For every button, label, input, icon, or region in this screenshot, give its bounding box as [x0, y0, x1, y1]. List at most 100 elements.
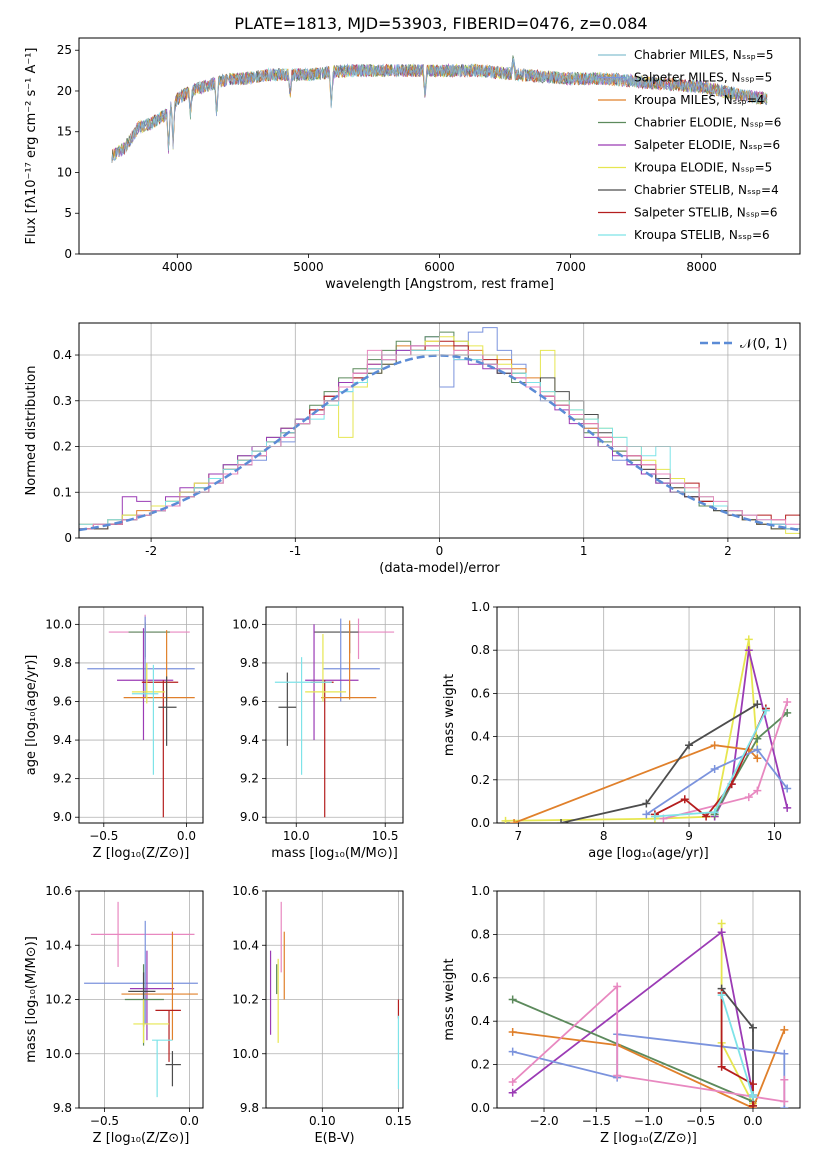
- massweight-vs-age-xtick-label: 7: [515, 829, 523, 843]
- age-vs-mass-xtick-label: 10.5: [372, 829, 399, 843]
- massweight-vs-age-series: [501, 635, 792, 823]
- spectrum-lines: [111, 55, 768, 163]
- spectrum-xtick-label: 8000: [686, 260, 717, 274]
- massweight-vs-Z-point-marker: [780, 1075, 789, 1084]
- mass-vs-Z-xtick-label: 0.0: [180, 1114, 199, 1128]
- massweight-vs-Z-series: [508, 919, 789, 1108]
- spectrum-xlabel: wavelength [Angstrom, rest frame]: [325, 277, 554, 292]
- age-vs-Z-ytick-label: 9.4: [53, 733, 72, 747]
- massweight-vs-age-point-marker: [510, 819, 519, 823]
- age-vs-Z-ylabel: age [log₁₀(age/yr)]: [24, 655, 39, 776]
- age-vs-Z-ytick-label: 9.8: [53, 656, 72, 670]
- spectrum-ytick-label: 0: [64, 247, 72, 261]
- mass-vs-Z-ytick-label: 10.2: [45, 993, 72, 1007]
- massweight-vs-age-point-marker: [783, 784, 792, 793]
- mass-vs-EBV-xtick-label: 0.15: [385, 1114, 412, 1128]
- residuals-xtick-label: 1: [580, 544, 588, 558]
- legend-entry: Salpeter ELODIE, Nₛₛₚ=6: [634, 138, 780, 152]
- massweight-vs-age-ytick-label: 0.0: [471, 816, 490, 830]
- massweight-vs-Z-point-marker: [508, 1047, 517, 1056]
- mass-vs-Z-ytick-label: 10.0: [45, 1047, 72, 1061]
- massweight-vs-age-point-marker: [642, 810, 651, 819]
- massweight-vs-age-point-marker: [753, 745, 762, 754]
- massweight-vs-Z-point-marker: [508, 1077, 517, 1086]
- massweight-vs-age-point-marker: [783, 708, 792, 717]
- massweight-vs-Z-point-marker: [748, 1080, 757, 1089]
- mass-vs-Z-axes: −0.5 0.0 9.8 10.0 10.2 10.4 10.6 Z [log₁₀(Z/Z⊙)…: [24, 884, 204, 1146]
- massweight-vs-Z-xtick-label: −1.5: [582, 1114, 611, 1128]
- massweight-vs-age-point-marker: [650, 812, 659, 821]
- legend-entry: Chabrier MILES, Nₛₛₚ=5: [634, 48, 774, 62]
- massweight-vs-age-point-marker: [783, 803, 792, 812]
- massweight-vs-age-point-marker: [710, 741, 719, 750]
- massweight-vs-Z-point-marker: [780, 1097, 789, 1106]
- mass-vs-EBV-ytick-label: 9.8: [240, 1101, 259, 1115]
- residuals-ytick-label: 0.2: [53, 440, 72, 454]
- spectrum-xtick-label: 6000: [424, 260, 455, 274]
- spectrum-ylabel: Flux [fλ10⁻¹⁷ erg cm⁻² s⁻¹ A⁻¹]: [24, 48, 39, 245]
- age-vs-Z-ytick-label: 9.6: [53, 695, 72, 709]
- massweight-vs-age-point-marker: [557, 819, 566, 823]
- spectrum-ytick-label: 20: [57, 84, 72, 98]
- age-vs-mass-ytick-label: 9.2: [240, 772, 259, 786]
- massweight-vs-age-point-marker: [761, 706, 770, 715]
- legend-entry: Kroupa MILES, Nₛₛₚ=4: [634, 93, 764, 107]
- age-vs-mass-ytick-label: 9.6: [240, 695, 259, 709]
- residuals-ytick-label: 0.1: [53, 485, 72, 499]
- age-vs-mass-axes: 10.0 10.5 9.0 9.2 9.4 9.6 9.8 10.0 mass [log₁₀(M…: [232, 606, 404, 861]
- age-vs-mass-ytick-label: 9.8: [240, 656, 259, 670]
- massweight-vs-age-point-marker: [753, 734, 762, 743]
- mass-vs-Z-xlabel: Z [log₁₀(Z/Z⊙)]: [93, 1131, 190, 1146]
- age-vs-Z-axes: −0.5 0.0 9.0 9.2 9.4 9.6 9.8 10.0 Z [log₁₀(Z/Z⊙)…: [24, 606, 204, 861]
- massweight-vs-age-ytick-label: 0.2: [471, 773, 490, 787]
- mass-vs-EBV-ytick-label: 10.2: [232, 993, 259, 1007]
- massweight-vs-age-point-marker: [744, 646, 753, 655]
- massweight-vs-age-ylabel: mass weight: [442, 674, 457, 756]
- massweight-vs-age-point-marker: [702, 812, 711, 821]
- mass-vs-EBV-xtick-label: 0.10: [309, 1114, 336, 1128]
- massweight-vs-Z-xtick-label: 0.0: [743, 1114, 762, 1128]
- mass-vs-EBV-ytick-label: 10.0: [232, 1047, 259, 1061]
- residuals-xtick-label: -1: [289, 544, 301, 558]
- age-vs-mass-ytick-label: 10.0: [232, 617, 259, 631]
- mass-vs-Z-ytick-label: 9.8: [53, 1101, 72, 1115]
- figure-title: PLATE=1813, MJD=53903, FIBERID=0476, z=0…: [234, 14, 647, 33]
- age-vs-Z-ytick-label: 9.2: [53, 772, 72, 786]
- mass-vs-Z-ylabel: mass [log₁₀(M/M⊙)]: [24, 936, 39, 1063]
- age-vs-Z-xtick-label: 0.0: [177, 829, 196, 843]
- massweight-vs-Z-ytick-label: 0.0: [471, 1101, 490, 1115]
- mass-vs-Z-ytick-label: 10.4: [45, 938, 72, 952]
- residuals-ytick-label: 0: [64, 531, 72, 545]
- massweight-vs-age-xtick-label: 8: [600, 829, 608, 843]
- massweight-vs-age-point-marker: [710, 808, 719, 817]
- mass-vs-Z-points: [84, 901, 198, 1098]
- spectrum-series-line: [111, 57, 768, 163]
- massweight-vs-age-point-marker: [744, 635, 753, 644]
- massweight-vs-Z-point-marker: [508, 1088, 517, 1097]
- massweight-vs-age-series-line: [663, 701, 789, 820]
- age-vs-Z-xtick-label: −0.5: [89, 829, 118, 843]
- legend-entry: 𝒩(0, 1): [740, 337, 787, 352]
- spectrum-axes: 4000 5000 6000 7000 8000 0 5 10 15 20 25 wavelength…: [24, 37, 801, 292]
- legend-entry: Salpeter STELIB, Nₛₛₚ=6: [634, 206, 778, 220]
- massweight-vs-age-xtick-label: 10: [767, 829, 782, 843]
- massweight-vs-Z-xtick-label: −0.5: [686, 1114, 715, 1128]
- residuals-xtick-label: -2: [145, 544, 157, 558]
- spectrum-ytick-label: 10: [57, 165, 72, 179]
- massweight-vs-Z-xtick-label: −1.0: [634, 1114, 663, 1128]
- massweight-vs-age-series-line: [513, 744, 758, 823]
- age-vs-mass-ytick-label: 9.4: [240, 733, 259, 747]
- mass-vs-EBV-ytick-label: 10.4: [232, 938, 259, 952]
- massweight-vs-age-point-marker: [710, 765, 719, 773]
- residuals-xlabel: (data-model)/error: [379, 561, 500, 576]
- massweight-vs-age-point-marker: [501, 816, 510, 823]
- massweight-vs-Z-series-line: [512, 1029, 786, 1108]
- massweight-vs-Z-point-marker: [748, 1101, 757, 1108]
- mass-vs-Z-xtick-label: −0.5: [90, 1114, 119, 1128]
- massweight-vs-Z-point-marker: [717, 991, 726, 1000]
- massweight-vs-age-point-marker: [680, 795, 689, 804]
- massweight-vs-Z-point-marker: [717, 928, 726, 937]
- massweight-vs-Z-ylabel: mass weight: [442, 958, 457, 1040]
- residuals-xtick-label: 2: [724, 544, 732, 558]
- age-vs-mass-xtick-label: 10.0: [283, 829, 310, 843]
